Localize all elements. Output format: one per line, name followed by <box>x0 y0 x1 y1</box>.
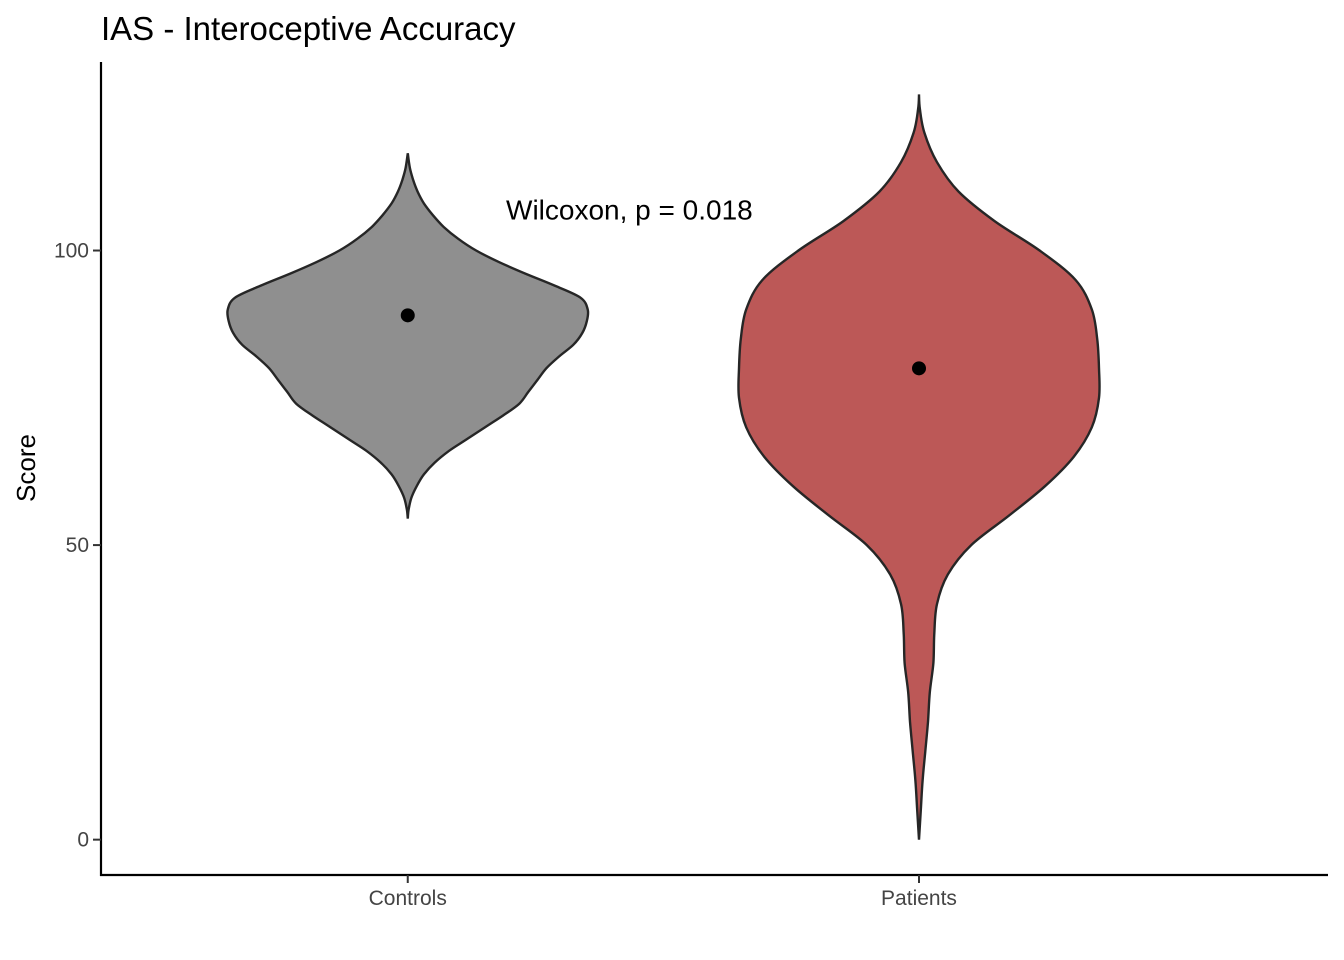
x-ticks-group: Controls Patients <box>369 875 957 910</box>
violin-controls <box>226 153 590 519</box>
violin-patients <box>737 94 1101 840</box>
chart-title: IAS - Interoceptive Accuracy <box>101 10 516 47</box>
y-tick-label: 50 <box>66 534 89 557</box>
y-axis-label: Score <box>11 434 41 502</box>
y-tick-label: 100 <box>54 240 89 263</box>
y-tick-label: 0 <box>77 829 89 852</box>
x-tick-label-patients: Patients <box>881 887 957 910</box>
points-group <box>400 308 926 376</box>
violins-group <box>226 94 1101 840</box>
point-controls <box>400 308 415 323</box>
y-ticks-group: 0 50 100 <box>54 240 101 852</box>
point-patients <box>912 361 926 376</box>
wilcoxon-annotation: Wilcoxon, p = 0.018 <box>506 194 753 225</box>
x-tick-label-controls: Controls <box>369 887 447 910</box>
